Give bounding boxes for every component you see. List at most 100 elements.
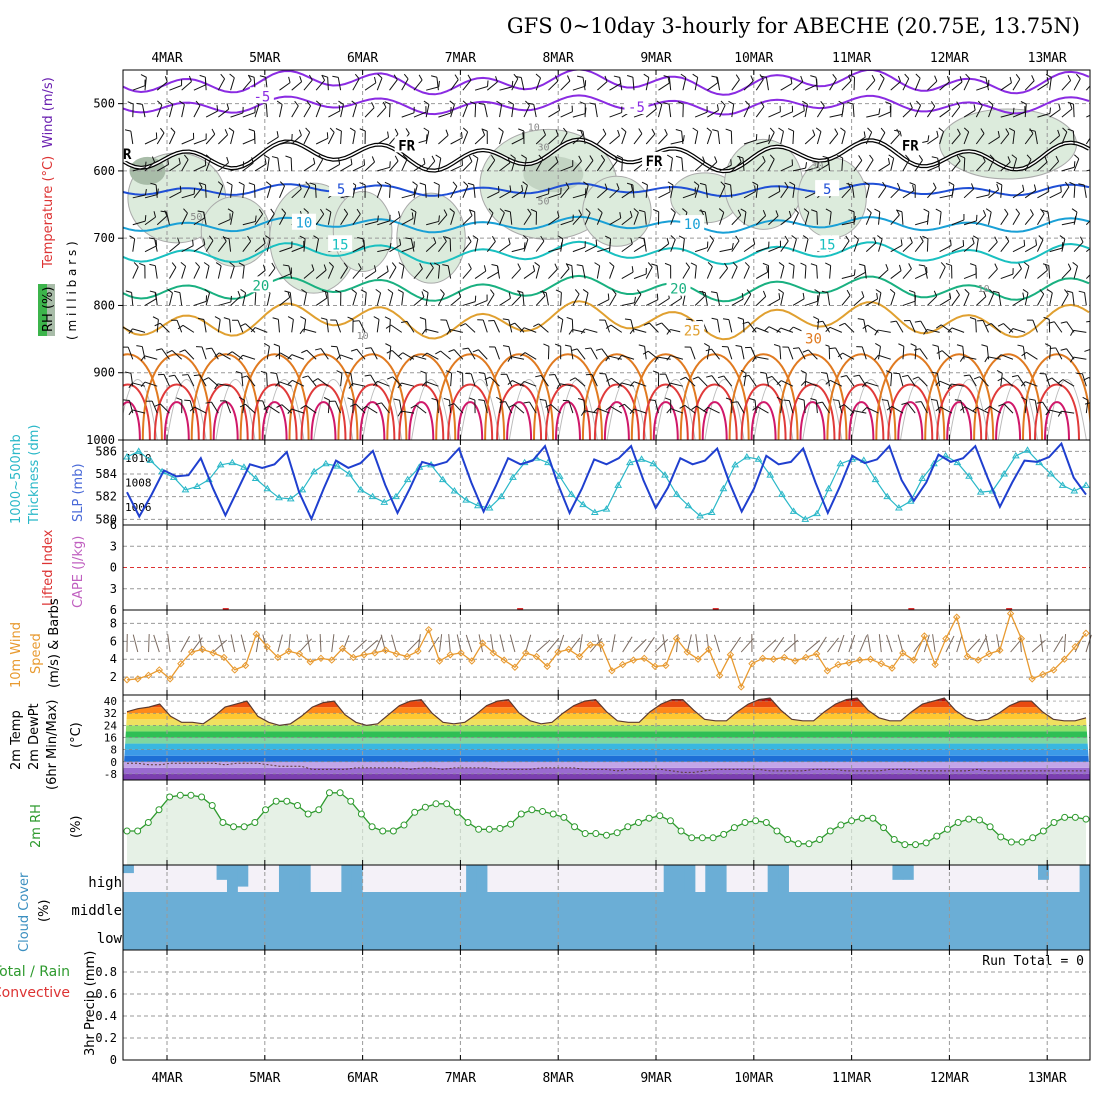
wind-barb: [730, 184, 733, 198]
wind-barb-flag: [188, 75, 192, 82]
wind-barb-flag: [125, 290, 132, 293]
wind-barb-flag: [825, 208, 832, 213]
wind-barb-flag: [784, 181, 789, 188]
wind-barb: [511, 268, 521, 279]
cloud-high-bar: [1079, 865, 1091, 892]
wind-barb-flag: [769, 154, 775, 160]
wind-barb: [437, 184, 440, 198]
wind-barb: [969, 374, 977, 387]
wind-barb: [633, 212, 639, 225]
wind-barb: [154, 265, 158, 279]
wind-barb-flag: [384, 101, 391, 105]
wind-barb: [1039, 634, 1044, 653]
wind-barb: [743, 105, 750, 118]
wind-barb-flag: [554, 263, 558, 270]
wind-barb: [219, 352, 231, 360]
wind-barb: [907, 375, 916, 387]
slp-ylabel: 1000~500mb Thickness (dm) SLP (mb): [9, 425, 86, 525]
isotherm-35: [985, 383, 1032, 440]
wind-barb-flag: [638, 128, 643, 134]
wind-barb: [327, 400, 330, 414]
wind-barb: [609, 135, 620, 145]
wind-barb-flag: [203, 238, 206, 245]
wind-barb-flag: [853, 374, 860, 377]
thickness-point: [146, 456, 155, 463]
wind-barb-flag: [666, 382, 671, 389]
wind-barb: [1085, 400, 1089, 414]
wind-barb-flag: [1048, 321, 1055, 324]
rh2m-point: [634, 819, 642, 826]
wind-barb-flag: [397, 289, 404, 293]
cloud-high-bar: [1038, 865, 1049, 880]
wind-speed-point: [543, 662, 551, 671]
wind-barb: [723, 375, 733, 387]
wind-barb: [401, 112, 415, 118]
wind-barb-flag: [155, 239, 158, 246]
wind-barb-flag: [820, 371, 828, 374]
wind-barb-flag: [682, 208, 688, 213]
rh2m-point: [198, 793, 206, 801]
wind-barb: [1012, 213, 1020, 225]
wind-barb: [711, 375, 720, 387]
wind-barb-flag: [312, 157, 316, 164]
lifted-ylabel: Lifted Index CAPE (J/kg): [41, 529, 86, 608]
wind-barb: [1012, 131, 1016, 145]
wind-barb-flag: [263, 405, 269, 410]
wind-barb-flag: [548, 374, 555, 376]
wind-barb-flag: [363, 159, 366, 166]
wind-barb: [548, 193, 561, 199]
wind-barb: [279, 213, 287, 225]
wind-barb: [632, 184, 635, 198]
wind-barb-flag: [583, 181, 589, 186]
wind-barb-flag: [810, 398, 817, 401]
wind-barb: [438, 134, 449, 145]
wind-barb-flag: [183, 154, 189, 160]
wind-speed-point: [780, 653, 788, 662]
thickness-point: [380, 498, 389, 505]
wind-speed-point: [1071, 642, 1079, 651]
wind-barb: [193, 105, 201, 118]
wind-barb: [240, 634, 247, 653]
cloud-high-bar: [902, 865, 914, 880]
wind-barb-flag: [335, 128, 342, 132]
wind-barb: [570, 346, 574, 360]
wind-barb: [914, 272, 928, 279]
wind-barb-flag: [803, 104, 805, 111]
isotherm-label: FR: [902, 138, 919, 154]
wind-barb: [604, 319, 611, 333]
y-tick-label: 40: [104, 695, 117, 708]
wind-barb: [193, 300, 207, 306]
wind-barb: [413, 111, 427, 118]
wind-barb: [413, 79, 423, 91]
wind-barb-flag: [276, 100, 283, 105]
wind-barb-flag: [927, 135, 930, 142]
wind-barb: [523, 270, 535, 279]
wind-barb-flag: [515, 76, 522, 78]
wind-barb: [754, 400, 757, 414]
wind-barb: [829, 133, 839, 145]
isotherm-label-bg: [249, 87, 274, 104]
wind-barb-flag: [789, 181, 795, 186]
wind-barb-flag: [784, 235, 789, 242]
wind-barb-flag: [604, 183, 608, 190]
wind-barb: [279, 185, 286, 199]
wind-barb: [514, 322, 525, 333]
wind-barb: [1073, 265, 1078, 279]
wind-barb: [462, 131, 469, 145]
wind-barb-flag: [565, 263, 572, 267]
wind-barb: [266, 292, 271, 306]
wind-barb: [815, 400, 818, 414]
wind-barb: [1061, 238, 1066, 252]
wind-barb-flag: [617, 355, 622, 361]
wind-barb: [473, 184, 476, 198]
thickness-point: [193, 482, 202, 489]
isotherm-40: [652, 401, 679, 440]
wind-barb-flag: [817, 161, 819, 168]
wind-barb: [755, 106, 765, 118]
cloud-ylabel: Cloud Cover (%) high middle low: [17, 872, 123, 952]
wind-barb: [144, 298, 157, 306]
wind-barb-flag: [377, 215, 379, 222]
wind-barb: [815, 77, 818, 91]
wind-barb: [389, 346, 392, 360]
